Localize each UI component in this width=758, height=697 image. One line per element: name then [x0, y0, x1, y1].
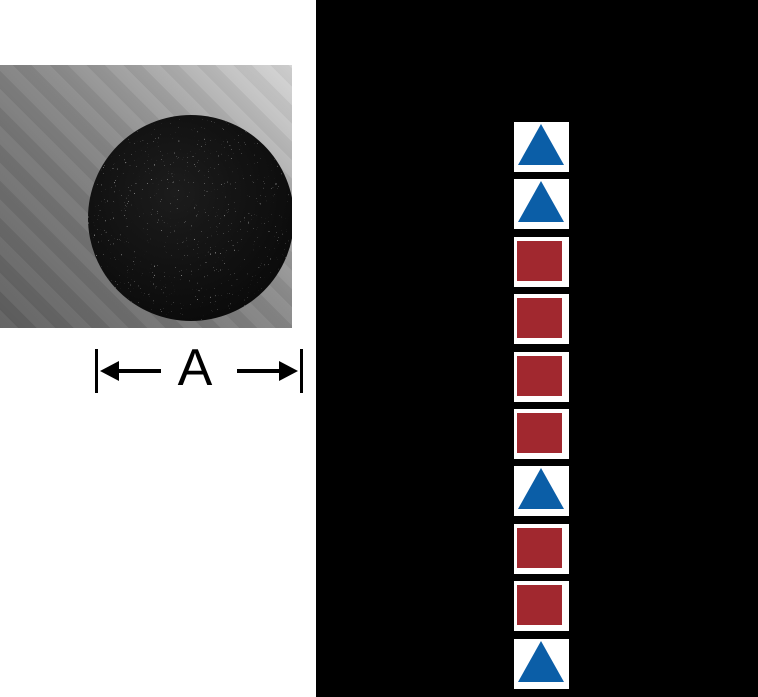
dimension-annotation — [95, 349, 303, 393]
strip-cell-square — [514, 236, 569, 287]
strip-cell-triangle — [514, 179, 569, 230]
strip-cell-square — [514, 523, 569, 574]
dimension-arrow-right — [237, 361, 298, 381]
catalog-panel — [316, 0, 758, 697]
product-photo — [0, 65, 292, 328]
strip-cell-triangle — [514, 122, 569, 172]
shape-strip — [514, 122, 569, 689]
strip-cell-square — [514, 581, 569, 632]
square-icon — [517, 355, 562, 396]
dimension-tick-right — [300, 349, 303, 393]
strip-cell-square — [514, 408, 569, 459]
strip-cell-triangle — [514, 466, 569, 517]
square-icon — [517, 298, 562, 339]
cord-cross-section-image — [88, 115, 292, 321]
square-icon — [517, 585, 562, 626]
triangle-icon — [518, 181, 564, 223]
dimension-tick-left — [95, 349, 98, 393]
triangle-icon — [518, 468, 564, 510]
strip-cell-square — [514, 294, 569, 345]
dimension-label: A — [177, 339, 213, 397]
square-icon — [517, 412, 562, 453]
dimension-arrow-left — [100, 361, 161, 381]
strip-cell-triangle — [514, 638, 569, 689]
square-icon — [517, 240, 562, 281]
cord-speckle-texture — [88, 115, 292, 321]
square-icon — [517, 527, 562, 568]
strip-cell-square — [514, 351, 569, 402]
triangle-icon — [518, 640, 564, 682]
triangle-icon — [518, 124, 564, 165]
